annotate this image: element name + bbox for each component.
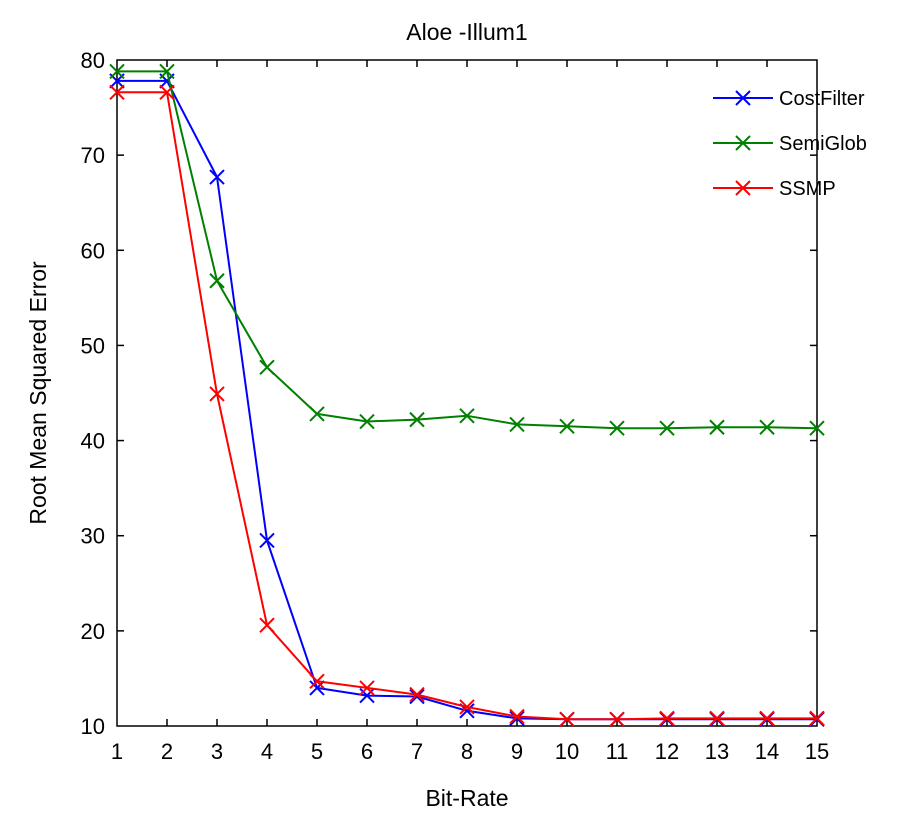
data-point-marker [559, 418, 575, 435]
data-point-marker [309, 680, 325, 696]
legend-marker [735, 180, 751, 196]
data-point-marker [359, 687, 375, 704]
x-tick-label: 14 [755, 739, 779, 764]
x-axis-title: Bit-Rate [425, 785, 508, 811]
y-tick-label: 80 [81, 48, 105, 73]
x-tick-label: 13 [705, 739, 729, 764]
data-point-marker [109, 63, 125, 80]
x-tick-label: 6 [361, 739, 373, 764]
data-point-marker [559, 711, 575, 728]
series-semiglob [109, 63, 825, 436]
y-tick-label: 10 [81, 714, 105, 739]
data-point-marker [309, 406, 325, 422]
data-point-marker [759, 419, 775, 435]
x-tick-label: 10 [555, 739, 579, 764]
y-tick-label: 50 [81, 333, 105, 358]
data-point-marker [659, 420, 675, 436]
y-tick-label: 40 [81, 429, 105, 454]
y-tick-label: 20 [81, 619, 105, 644]
data-point-marker [609, 711, 625, 728]
data-point-marker [209, 169, 225, 185]
data-point-marker [409, 688, 425, 705]
x-axis: 1 2 3 4 5 6 7 8 9 10 11 12 13 14 15 [111, 60, 829, 764]
series-layer [109, 63, 825, 728]
legend-marker [735, 90, 751, 106]
plot-area [116, 59, 818, 727]
data-point-marker [509, 710, 525, 727]
data-point-marker [659, 710, 675, 727]
x-tick-label: 12 [655, 739, 679, 764]
legend-item-costfilter: CostFilter [713, 88, 865, 110]
x-tick-label: 8 [461, 739, 473, 764]
data-point-marker [609, 420, 625, 436]
data-point-marker [409, 411, 425, 428]
legend-label: SemiGlob [779, 133, 867, 155]
legend-marker [735, 135, 751, 151]
data-point-marker [709, 419, 725, 435]
x-tick-label: 2 [161, 739, 173, 764]
series-ssmp [109, 84, 825, 728]
data-point-marker [459, 408, 475, 424]
data-point-marker [309, 673, 325, 689]
data-point-marker [159, 84, 175, 101]
legend-item-semiglob: SemiGlob [713, 133, 867, 155]
x-tick-label: 4 [261, 739, 273, 764]
x-tick-label: 9 [511, 739, 523, 764]
series-costfilter [109, 73, 825, 728]
data-point-marker [409, 686, 425, 703]
y-axis-title: Root Mean Squared Error [25, 261, 51, 525]
chart-title: Aloe -Illum1 [406, 19, 527, 45]
x-tick-label: 11 [606, 739, 629, 764]
data-point-marker [109, 84, 125, 101]
data-point-marker [709, 710, 725, 727]
data-point-marker [259, 532, 275, 549]
legend-label: CostFilter [779, 88, 865, 110]
data-point-marker [759, 710, 775, 727]
data-point-marker [359, 680, 375, 696]
x-tick-label: 15 [805, 739, 829, 764]
legend: CostFilter SemiGlob SSMP [713, 88, 867, 200]
y-tick-label: 30 [81, 524, 105, 549]
x-tick-label: 3 [211, 739, 223, 764]
x-tick-label: 5 [311, 739, 323, 764]
data-point-marker [259, 617, 275, 633]
x-tick-label: 7 [411, 739, 423, 764]
data-point-marker [509, 416, 525, 433]
data-point-marker [159, 63, 175, 80]
y-axis: 10 20 30 40 50 60 70 80 [81, 48, 817, 739]
y-tick-label: 70 [81, 143, 105, 168]
y-tick-label: 60 [81, 238, 105, 263]
x-tick-label: 1 [111, 739, 123, 764]
data-point-marker [359, 413, 375, 430]
legend-item-ssmp: SSMP [713, 178, 836, 200]
data-point-marker [209, 273, 225, 289]
data-point-marker [509, 708, 525, 725]
data-point-marker [209, 386, 225, 402]
data-point-marker [259, 359, 275, 376]
series-line [117, 70, 818, 430]
data-point-marker [459, 699, 475, 715]
data-point-marker [809, 420, 825, 436]
legend-label: SSMP [779, 178, 836, 200]
series-line [117, 91, 817, 721]
data-point-marker [809, 710, 825, 727]
